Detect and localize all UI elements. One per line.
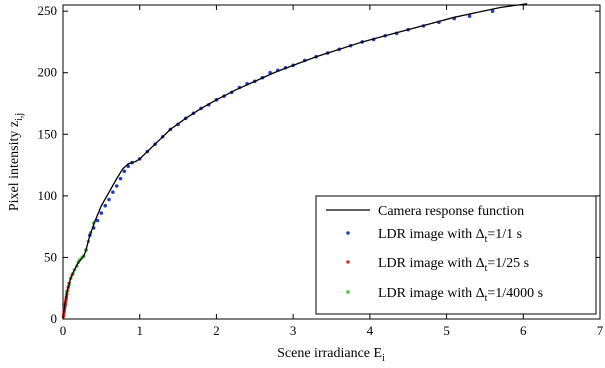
x-tick-label-7: 7 — [597, 323, 604, 338]
y-tick-label-250: 250 — [38, 3, 58, 18]
ldr-1-point — [114, 184, 119, 188]
plot-frame — [62, 4, 601, 320]
ldr-1-point — [118, 176, 123, 181]
ldr-1-point — [103, 203, 107, 208]
x-tick-label-3: 3 — [290, 323, 297, 338]
x-tick-label-2: 2 — [213, 323, 220, 338]
legend-curve-label: Camera response function — [378, 204, 524, 219]
ldr-1-point — [95, 218, 100, 223]
ldr-1-point — [490, 9, 495, 13]
x-tick-label-5: 5 — [443, 323, 450, 338]
y-tick-label-50: 50 — [44, 249, 57, 264]
ldr-1-point — [111, 190, 115, 194]
x-tick-label-0: 0 — [60, 323, 67, 338]
axis-ticks: 0 1 2 3 4 5 6 7 0 50 100 150 200 250 — [38, 3, 604, 338]
legend-ldr-25-marker — [346, 260, 350, 264]
x-tick-label-6: 6 — [520, 323, 527, 338]
legend: Camera response function LDR image with … — [315, 195, 597, 315]
y-tick-label-200: 200 — [38, 65, 58, 80]
legend-ldr-4000-marker — [346, 290, 350, 294]
ldr-1-point — [99, 211, 104, 215]
ldr-1-point — [107, 197, 111, 202]
y-axis-label: Pixel intensity zi,j — [7, 113, 25, 211]
legend-ldr-1-label: LDR image with Δt=1/1 s — [378, 227, 522, 245]
legend-ldr-1-marker — [346, 231, 350, 235]
x-tick-label-4: 4 — [367, 323, 374, 338]
y-tick-label-0: 0 — [51, 311, 58, 326]
legend-ldr-4000-label: LDR image with Δt=1/4000 s — [378, 286, 543, 304]
legend-box — [315, 195, 597, 315]
camera-response-curve — [62, 3, 528, 320]
y-tick-label-100: 100 — [38, 188, 58, 203]
ldr-1-point — [122, 169, 127, 174]
y-tick-label-150: 150 — [38, 126, 58, 141]
legend-ldr-25-label: LDR image with Δt=1/25 s — [378, 256, 529, 274]
x-axis-label: Scene irradiance Ei — [277, 346, 385, 364]
x-tick-label-1: 1 — [136, 323, 143, 338]
ldr-1-point — [467, 14, 472, 18]
